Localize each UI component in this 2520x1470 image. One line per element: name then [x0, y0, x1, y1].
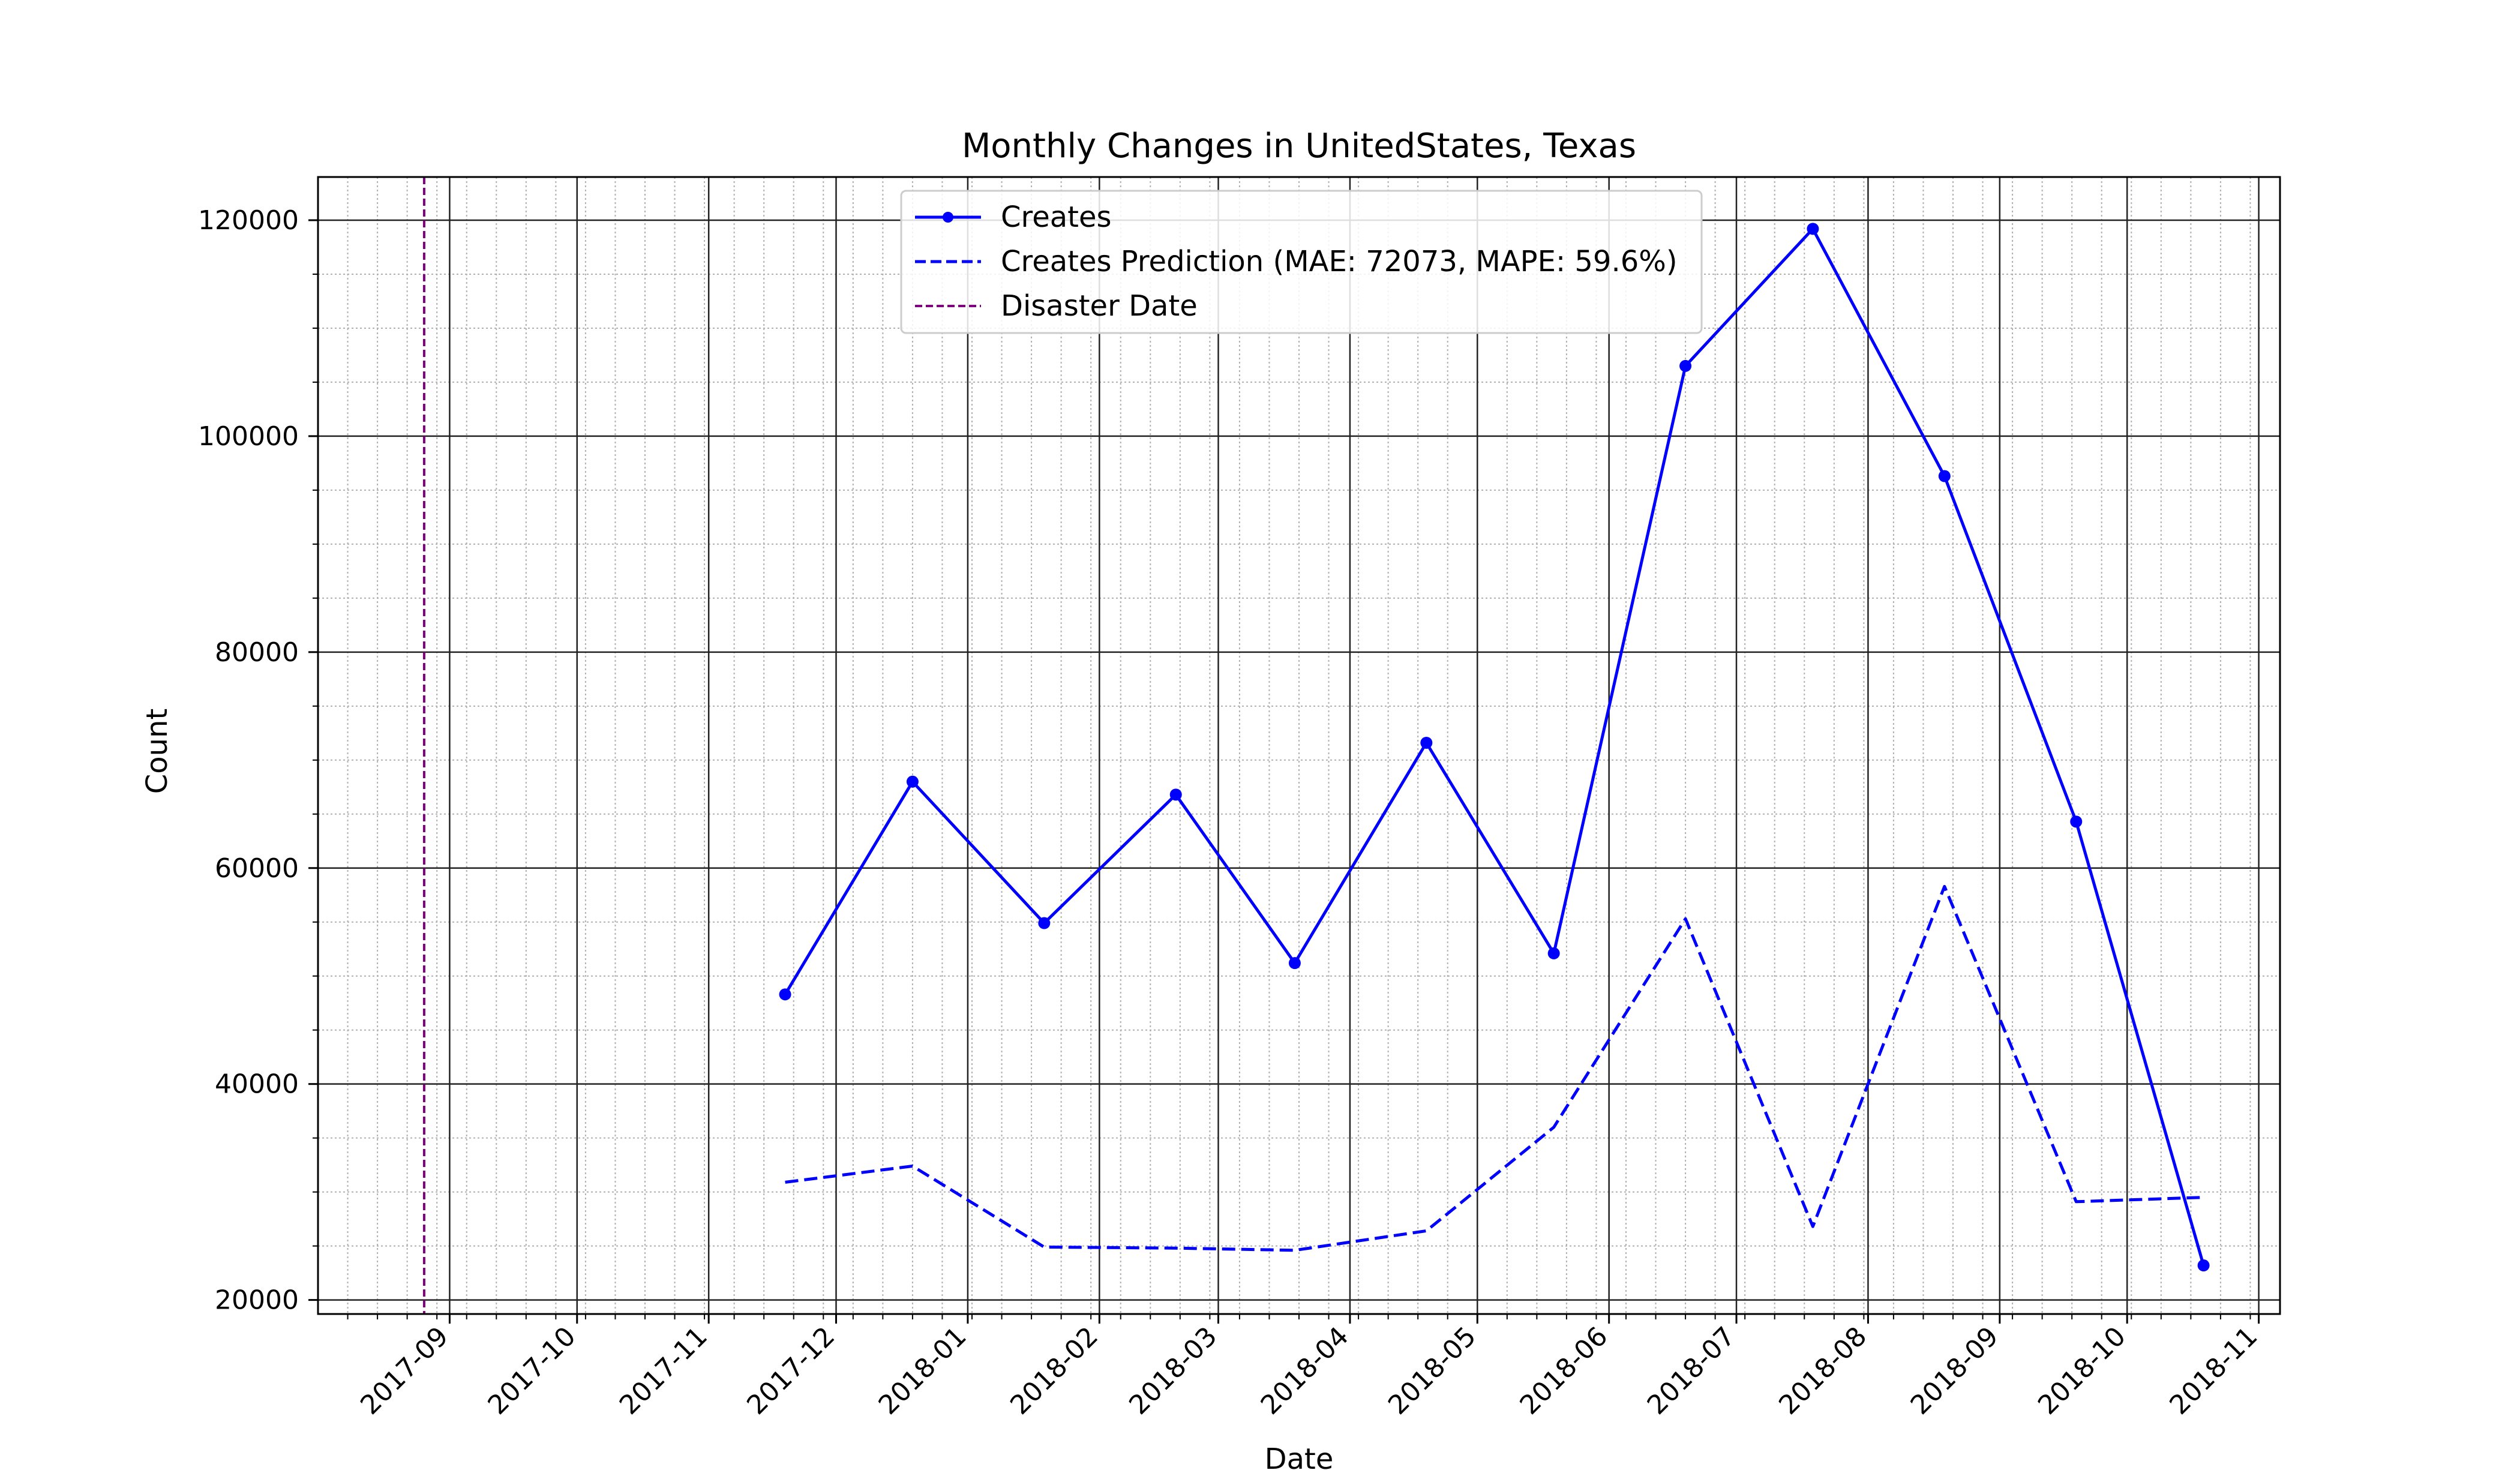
- series-layer: [422, 177, 2210, 1314]
- y-tick-label: 60000: [215, 853, 299, 884]
- plot-frame: [317, 176, 2281, 1315]
- legend-label-disaster-date: Disaster Date: [1001, 289, 1198, 323]
- creates-point: [779, 988, 791, 1001]
- y-axis-label: Count: [140, 709, 174, 794]
- legend-label-prediction: Creates Prediction (MAE: 72073, MAPE: 59…: [1001, 245, 1678, 278]
- minor-grid: [318, 177, 2280, 1314]
- creates-point: [2197, 1259, 2210, 1272]
- creates-point: [906, 775, 919, 788]
- creates-point: [1038, 917, 1051, 929]
- x-tick-label: 2017-11: [614, 1321, 713, 1421]
- chart-title: Monthly Changes in UnitedStates, Texas: [962, 127, 1636, 166]
- y-tick-label: 120000: [198, 205, 299, 236]
- major-grid: [318, 177, 2280, 1314]
- y-tick-label: 40000: [215, 1069, 299, 1100]
- x-tick-label: 2018-07: [1642, 1321, 1741, 1421]
- axis-ticks: 20000 40000 60000 80000 100000 120000 2017-09 2…: [198, 205, 2263, 1421]
- legend-label-creates: Creates: [1001, 200, 1112, 234]
- creates-point: [1679, 359, 1692, 372]
- creates-point: [1169, 788, 1182, 801]
- y-tick-label: 20000: [215, 1285, 299, 1316]
- creates-point: [1420, 737, 1433, 749]
- x-tick-label: 2017-10: [482, 1321, 581, 1421]
- y-tick-label: 100000: [198, 421, 299, 452]
- creates-prediction-line: [785, 884, 2204, 1252]
- creates-point: [1288, 957, 1301, 970]
- x-tick-label: 2018-11: [2164, 1321, 2263, 1421]
- x-tick-label: 2017-09: [355, 1321, 454, 1421]
- creates-point: [1547, 947, 1560, 959]
- y-tick-label: 80000: [215, 637, 299, 668]
- creates-point: [1938, 470, 1951, 482]
- creates-line: [784, 227, 2206, 1266]
- legend-box: [900, 190, 1703, 334]
- x-tick-label: 2017-12: [741, 1321, 841, 1421]
- x-tick-label: 2018-02: [1004, 1321, 1104, 1421]
- legend-marker-creates: [943, 212, 953, 223]
- legend: Creates Creates Prediction (MAE: 72073, …: [900, 190, 1703, 334]
- x-tick-label: 2018-03: [1123, 1321, 1223, 1421]
- x-tick-label: 2018-10: [2032, 1321, 2132, 1421]
- x-tick-label: 2018-01: [873, 1321, 973, 1421]
- x-axis-label: Date: [1265, 1442, 1334, 1470]
- x-tick-label: 2018-08: [1773, 1321, 1873, 1421]
- creates-point: [2070, 815, 2083, 828]
- x-tick-label: 2018-06: [1514, 1321, 1613, 1421]
- x-tick-label: 2018-04: [1255, 1321, 1355, 1421]
- creates-point: [1807, 223, 1819, 235]
- x-tick-label: 2018-09: [1905, 1321, 2005, 1421]
- x-tick-label: 2018-05: [1382, 1321, 1482, 1421]
